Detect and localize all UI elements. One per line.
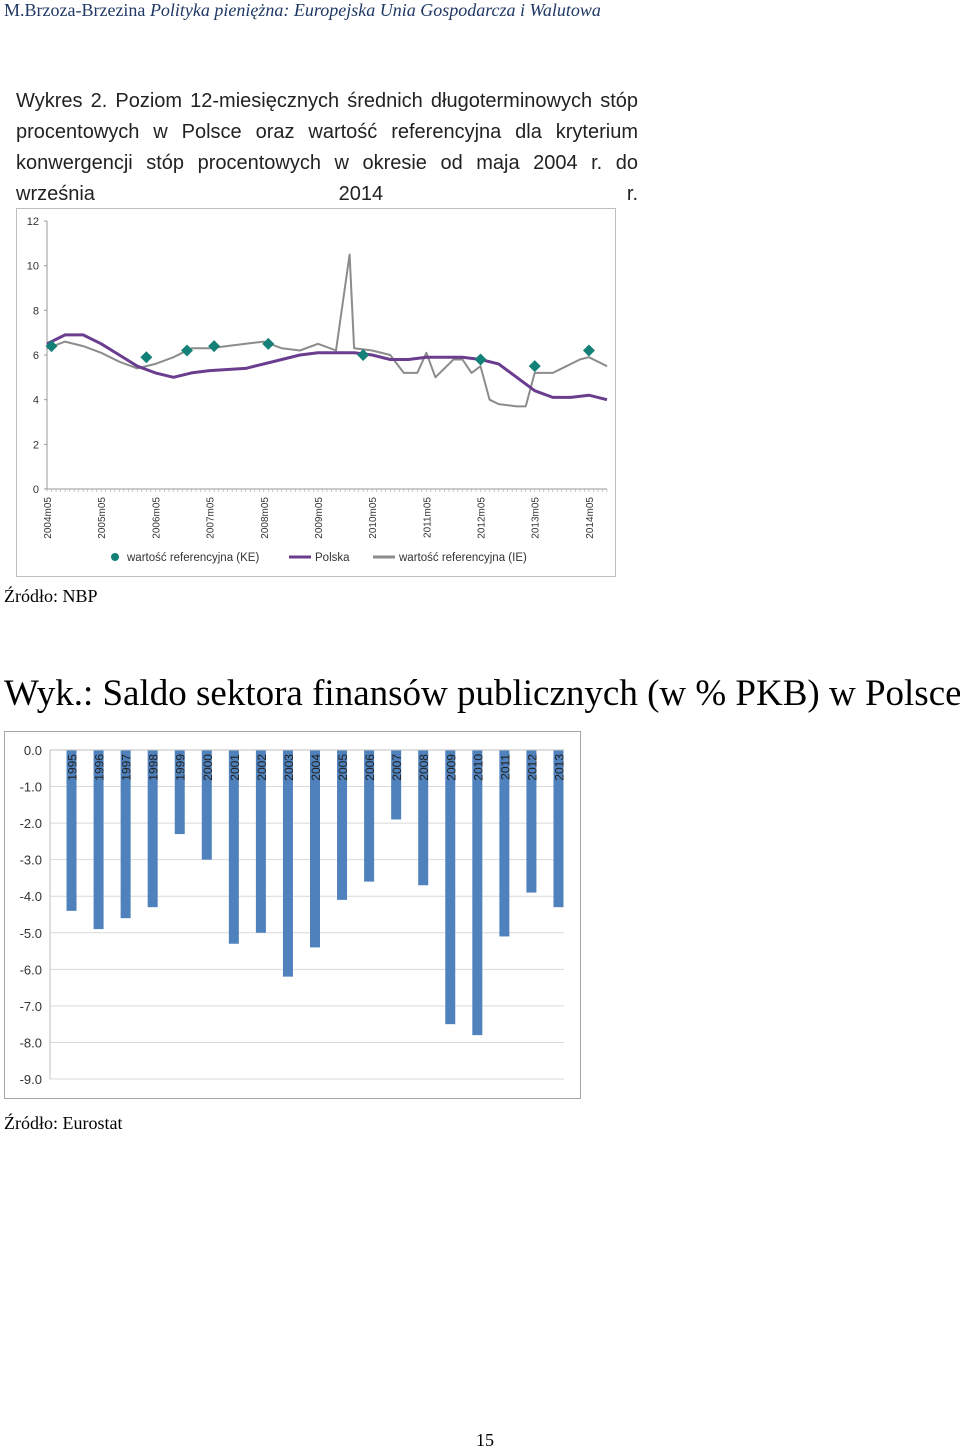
bar-2007 — [391, 750, 402, 820]
x-tick-label: 2014m05 — [585, 497, 596, 539]
y-tick-label: 0 — [33, 484, 39, 496]
category-label: 2002 — [255, 754, 269, 781]
category-label: 2009 — [444, 754, 458, 781]
category-label: 2001 — [228, 754, 242, 781]
series-line-ie — [46, 253, 608, 408]
bar-1996 — [93, 750, 104, 930]
bar-2003 — [282, 750, 293, 977]
x-tick-label: 2013m05 — [531, 497, 542, 539]
y-tick-label: -3.0 — [20, 853, 42, 868]
deficit-chart-svg: 0.0 -1.0 -2.0 -3.0 -4.0 -5.0 -6.0 -7.0 -8.0 -9.0 1… — [20, 743, 567, 1087]
y-tick-label: -4.0 — [20, 889, 42, 904]
category-label: 2005 — [336, 754, 350, 781]
bar-1999 — [174, 750, 185, 835]
bar-1998 — [147, 750, 158, 908]
y-tick-label: -8.0 — [20, 1035, 42, 1050]
category-label: 2007 — [390, 754, 404, 781]
category-label: 2008 — [417, 754, 431, 781]
category-label: 1999 — [174, 754, 188, 781]
bar-2010 — [472, 750, 483, 1036]
y-tick-label: -9.0 — [20, 1072, 42, 1087]
y-tick-label: 0.0 — [24, 743, 42, 758]
y-tick-label: 10 — [27, 261, 39, 273]
page-number: 15 — [476, 1430, 494, 1450]
bar-2013 — [553, 750, 564, 908]
figure1-source: Źródło: NBP — [4, 586, 98, 606]
header-work-title: Polityka pieniężna: Europejska Unia Gosp… — [149, 0, 601, 20]
deficit-chart: 0.0 -1.0 -2.0 -3.0 -4.0 -5.0 -6.0 -7.0 -8.0 -9.0 1… — [4, 731, 581, 1099]
category-label: 2000 — [201, 754, 215, 781]
legend-ie-label: wartość referencyjna (IE) — [398, 552, 527, 564]
legend-polska-label: Polska — [315, 552, 350, 564]
category-label: 2011 — [498, 754, 512, 780]
y-tick-label: 12 — [27, 216, 39, 228]
category-label: 2003 — [282, 754, 296, 781]
y-tick-label: -2.0 — [20, 816, 42, 831]
bar-2009 — [445, 750, 456, 1025]
category-label: 2004 — [309, 754, 323, 781]
x-tick-label: 2010m05 — [368, 497, 379, 539]
category-label: 1995 — [66, 754, 80, 781]
category-label: 2012 — [525, 754, 539, 781]
ke-marker — [45, 340, 58, 353]
ke-marker — [357, 349, 370, 361]
y-tick-label: -7.0 — [20, 999, 42, 1014]
category-label: 1996 — [93, 754, 107, 781]
interest-rate-chart: 0 2 4 6 8 10 12 2004m05 2005m05 2006m05 2007m05 200… — [16, 208, 616, 577]
y-tick-label: 8 — [33, 305, 39, 317]
bar-2000 — [201, 750, 212, 860]
bar-1997 — [120, 750, 131, 919]
legend-ke-symbol — [111, 553, 119, 561]
category-label: 2010 — [471, 754, 485, 781]
x-tick-label: 2012m05 — [477, 497, 488, 539]
ke-marker — [262, 337, 275, 350]
bar-2004 — [310, 750, 320, 948]
bar-2002 — [255, 750, 266, 933]
x-tick-label: 2004m05 — [43, 497, 54, 539]
bar-2008 — [418, 750, 429, 886]
ke-marker — [208, 340, 221, 353]
y-tick-label: 4 — [33, 395, 39, 407]
y-tick-label: -5.0 — [20, 926, 42, 941]
figure2-title: Wyk.: Saldo sektora finansów publicznych… — [4, 673, 960, 714]
bar-2005 — [337, 750, 348, 900]
x-tick-label: 2009m05 — [314, 497, 325, 539]
category-label: 1997 — [120, 754, 134, 781]
figure1-caption: Wykres 2. Poziom 12-miesięcznych średnic… — [16, 90, 638, 205]
y-tick-label: 2 — [33, 439, 39, 451]
ke-marker — [140, 351, 153, 364]
ke-marker — [582, 344, 595, 357]
bar-1995 — [66, 750, 77, 911]
x-tick-label: 2011m05 — [422, 497, 433, 538]
x-tick-label: 2008m05 — [260, 497, 271, 539]
category-label: 2006 — [363, 754, 377, 781]
bar-2006 — [364, 750, 375, 882]
category-label: 2013 — [552, 754, 566, 781]
x-tick-label: 2005m05 — [97, 497, 108, 539]
bar-2001 — [228, 750, 239, 944]
y-tick-label: -6.0 — [20, 962, 42, 977]
legend-ke-label: wartość referencyjna (KE) — [126, 552, 259, 564]
ke-marker — [528, 360, 541, 373]
y-tick-label: 6 — [33, 350, 39, 362]
ke-marker — [181, 344, 193, 357]
bar-2011 — [499, 750, 510, 937]
x-tick-label: 2006m05 — [151, 497, 162, 539]
header-author: M.Brzoza-Brzezina — [4, 0, 146, 20]
figure2-source: Źródło: Eurostat — [4, 1113, 123, 1133]
ke-marker — [474, 353, 487, 366]
bar-2012 — [526, 750, 537, 893]
series-line-polska — [46, 333, 608, 402]
y-tick-label: -1.0 — [20, 780, 42, 795]
category-label: 1998 — [147, 754, 161, 781]
interest-rate-chart-svg: 0 2 4 6 8 10 12 2004m05 2005m05 2006m05 2007m05 200… — [27, 216, 608, 564]
x-tick-label: 2007m05 — [206, 497, 217, 539]
running-header: M.Brzoza-Brzezina Polityka pieniężna: Eu… — [4, 0, 601, 21]
